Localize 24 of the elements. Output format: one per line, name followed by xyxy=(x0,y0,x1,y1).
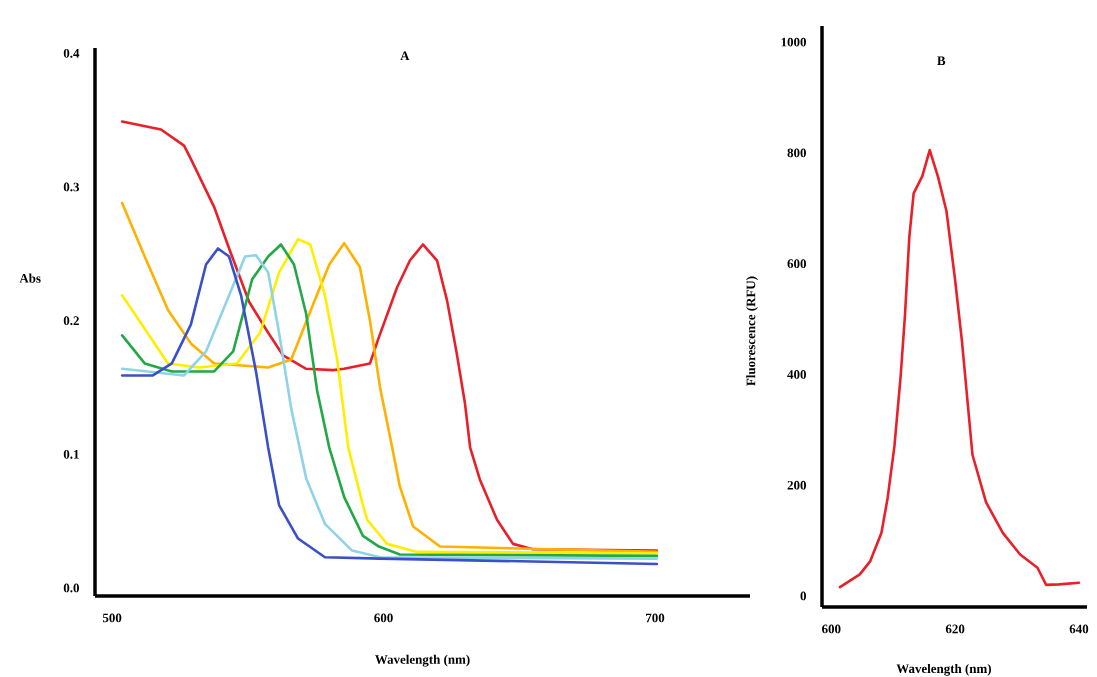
y-tick-label: 0.3 xyxy=(63,182,80,192)
x-tick-label: 700 xyxy=(646,613,665,623)
y-tick-label: 1000 xyxy=(781,37,806,47)
y-tick-label: 600 xyxy=(787,259,806,269)
y-tick-label: 400 xyxy=(787,370,806,379)
y-tick-label: 0.4 xyxy=(63,48,80,58)
x-tick-label: 600 xyxy=(822,624,841,634)
x-axis-title: Wavelength (nm) xyxy=(896,663,992,676)
x-tick-label: 620 xyxy=(945,624,965,634)
y-tick-label: 0 xyxy=(800,591,806,601)
x-tick-label: 640 xyxy=(1069,624,1089,634)
x-tick-label: 600 xyxy=(374,613,393,623)
y-tick-label: 0.2 xyxy=(63,316,79,326)
x-axis-title: Wavelength (nm) xyxy=(375,654,470,667)
text: B xyxy=(937,56,946,66)
y-tick-label: 800 xyxy=(787,148,806,158)
y-axis-title: Fluorescence (RFU) xyxy=(746,276,758,386)
chart-title: A xyxy=(400,51,410,60)
y-tick-label: 0.0 xyxy=(63,583,79,593)
y-tick-label: 0.1 xyxy=(63,449,79,459)
x-tick-label: 500 xyxy=(102,613,122,623)
y-axis-title: Abs xyxy=(19,273,41,283)
line-series xyxy=(838,148,1081,589)
y-tick-label: 200 xyxy=(787,480,806,490)
